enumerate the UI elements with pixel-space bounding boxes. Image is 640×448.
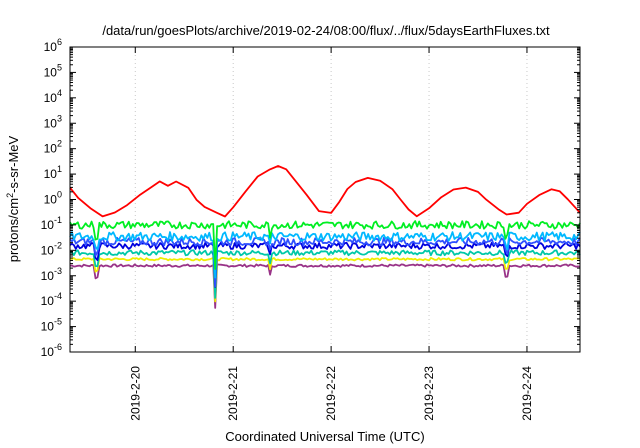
y-tick-label: 10-4	[41, 291, 62, 308]
series-line	[69, 220, 581, 270]
y-tick-label: 103	[44, 113, 62, 130]
y-tick-label: 102	[44, 139, 62, 156]
x-tick-label: 2019-2-21	[226, 366, 240, 421]
y-tick-label: 100	[44, 190, 62, 207]
x-axis: 2019-2-20 2019-2-21 2019-2-22 2019-2-23 2019…	[128, 47, 534, 421]
plot-frame	[69, 46, 581, 353]
y-tick-label: 104	[44, 88, 62, 105]
grid	[134, 47, 528, 352]
y-label-sup: 2	[5, 193, 15, 198]
series-line	[69, 257, 581, 303]
x-tick-label: 2019-2-22	[324, 366, 338, 421]
y-tick-label: 105	[44, 62, 62, 79]
y-tick-label: 10-6	[41, 342, 62, 359]
x-tick-label: 2019-2-20	[128, 366, 142, 421]
y-tick-label: 10-2	[41, 240, 62, 257]
series-line	[69, 165, 581, 218]
y-tick-label: 10-5	[41, 317, 62, 334]
x-axis-label: Coordinated Universal Time (UTC)	[225, 429, 424, 444]
series-layer	[69, 165, 581, 309]
series-line	[69, 263, 581, 309]
y-tick-label: 106	[44, 37, 62, 54]
y-label-main: protons/cm	[6, 198, 21, 262]
y-tick-label: 101	[44, 164, 62, 181]
series-line	[69, 249, 581, 299]
x-tick-label: 2019-2-23	[422, 366, 436, 421]
y-tick-label: 10-1	[41, 215, 62, 232]
y-label-rest: -s-sr-MeV	[6, 135, 21, 192]
y-axis-label: protons/cm2-s-sr-MeV	[5, 135, 21, 262]
y-tick-label: 10-3	[41, 266, 62, 283]
chart-title: /data/run/goesPlots/archive/2019-02-24/0…	[102, 23, 550, 38]
series-line	[69, 237, 581, 288]
series-line	[69, 231, 581, 279]
x-tick-label: 2019-2-24	[520, 366, 534, 421]
y-axis: 10-6 10-5 10-4 10-3 10-2 10-1 100 101 102 103 104 1…	[41, 37, 580, 359]
